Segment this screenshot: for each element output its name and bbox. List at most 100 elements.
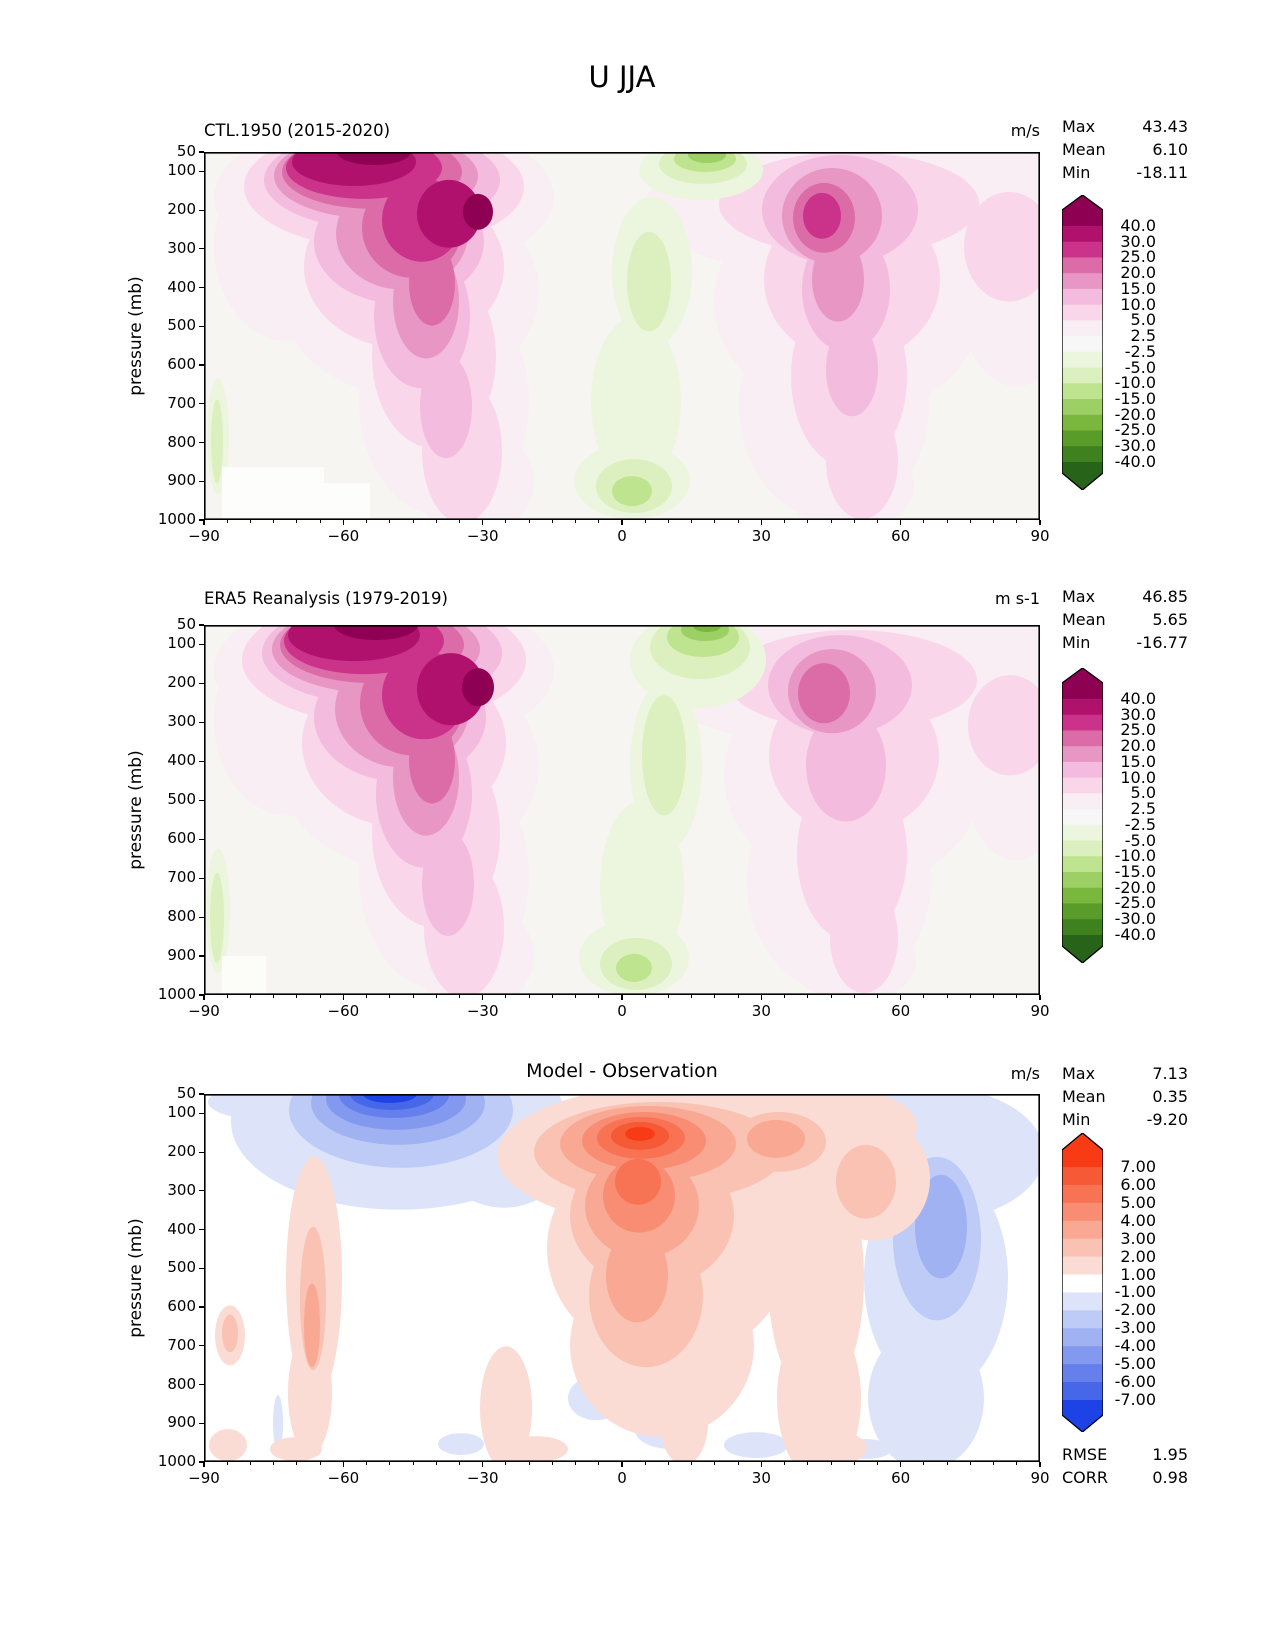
panel3-y-tick-label: 900 — [167, 1413, 196, 1432]
panel1-y-tick-label: 1000 — [157, 510, 196, 528]
panel2-x-minor-tick — [714, 995, 716, 998]
panel2-title: ERA5 Reanalysis (1979-2019) — [204, 589, 448, 608]
panel1-stat-max: Max 43.43 — [1062, 116, 1188, 138]
panel2-x-tick-label: 0 — [617, 1002, 627, 1020]
panel2-stat-min: Min -16.77 — [1062, 632, 1188, 654]
stat-value: 5.65 — [1152, 610, 1188, 629]
panel1-x-minor-tick — [853, 520, 855, 523]
panel2-y-tick-label: 500 — [167, 790, 196, 809]
panel3-x-minor-tick — [551, 1462, 553, 1465]
panel3-x-minor-tick — [296, 1462, 298, 1465]
panel1-x-minor-tick — [389, 520, 391, 523]
panel3-y-tick-100 — [199, 1112, 204, 1114]
stat-label: Mean — [1062, 140, 1106, 159]
panel2-stat-max: Max 46.85 — [1062, 586, 1188, 608]
panel1-x-tick-label: −30 — [466, 527, 499, 545]
panel1-y-tick-50 — [199, 151, 204, 153]
panel2-x-tick-60 — [900, 995, 902, 1000]
panel2-x-minor-tick — [784, 995, 786, 998]
panel2-x-minor-tick — [598, 995, 600, 998]
panel1-x-minor-tick — [412, 520, 414, 523]
panel1-y-tick-1000 — [199, 519, 204, 521]
colorbar-wind-panel2-tick-label: -5.0 — [1124, 830, 1156, 850]
panel3-x-minor-tick — [505, 1462, 507, 1465]
panel1-x-minor-tick — [366, 520, 368, 523]
panel2-x-minor-tick — [296, 995, 298, 998]
panel2-contour-plot — [204, 625, 1040, 995]
panel3-y-tick-label: 600 — [167, 1297, 196, 1316]
panel1-x-minor-tick — [551, 520, 553, 523]
colorbar-diff-panel3 — [1062, 1133, 1103, 1432]
panel1-x-minor-tick — [737, 520, 739, 523]
panel3-x-tick--30 — [482, 1462, 484, 1467]
panel2-x-minor-tick — [830, 995, 832, 998]
panel2-y-axis-label: pressure (mb) — [126, 750, 146, 870]
panel1-units: m/s — [1010, 121, 1040, 140]
panel3-stat-mean: Mean 0.35 — [1062, 1086, 1188, 1108]
panel3-stat-rmse: RMSE 1.95 — [1062, 1444, 1188, 1466]
panel3-y-tick-900 — [199, 1422, 204, 1424]
panel1-x-minor-tick — [273, 520, 275, 523]
panel2-x-minor-tick — [1016, 995, 1018, 998]
panel3-y-axis-label: pressure (mb) — [126, 1218, 146, 1338]
panel3-x-minor-tick — [226, 1462, 228, 1465]
colorbar-diff-panel3-tick-label: 4.00 — [1120, 1210, 1156, 1230]
panel3-x-minor-tick — [366, 1462, 368, 1465]
panel3-x-tick-label: 90 — [1030, 1469, 1050, 1487]
panel2-y-tick-500 — [199, 799, 204, 801]
panel3-x-minor-tick — [946, 1462, 948, 1465]
stat-label: CORR — [1062, 1468, 1108, 1487]
panel2-x-minor-tick — [412, 995, 414, 998]
panel1-y-tick-400 — [199, 286, 204, 289]
panel3-y-tick-label: 500 — [167, 1258, 196, 1277]
panel2-y-tick-label: 800 — [167, 907, 196, 926]
panel3-x-tick--90 — [203, 1462, 205, 1467]
panel2-x-minor-tick — [458, 995, 460, 998]
panel2-x-minor-tick — [644, 995, 646, 998]
panel1-x-minor-tick — [505, 520, 507, 523]
panel3-y-tick-300 — [199, 1190, 204, 1192]
panel1-x-minor-tick — [830, 520, 832, 523]
panel2-x-tick-30 — [760, 995, 762, 1000]
panel3-stat-corr: CORR 0.98 — [1062, 1467, 1188, 1489]
panel2-x-minor-tick — [389, 995, 391, 998]
colorbar-wind-panel1-tick-label: -40.0 — [1114, 451, 1156, 471]
panel3-x-minor-tick — [923, 1462, 925, 1465]
panel3-stat-max: Max 7.13 — [1062, 1063, 1188, 1085]
panel2-x-tick-0 — [621, 995, 623, 1000]
panel2-y-tick-label: 100 — [167, 634, 196, 653]
colorbar-wind-panel1-tick-label: 5.0 — [1130, 310, 1156, 330]
panel1-x-tick-label: 90 — [1030, 527, 1050, 545]
stat-label: Min — [1062, 1110, 1091, 1129]
panel2-y-tick-800 — [199, 916, 204, 918]
panel3-x-minor-tick — [528, 1462, 530, 1465]
panel1-y-tick-500 — [199, 325, 204, 327]
panel1-x-tick-60 — [900, 520, 902, 525]
panel3-x-tick-0 — [621, 1462, 623, 1467]
colorbar-wind-panel1-tick-label: -2.5 — [1124, 341, 1156, 361]
panel2-x-minor-tick — [273, 995, 275, 998]
panel1-stat-mean: Mean 6.10 — [1062, 139, 1188, 161]
colorbar-diff-panel3-tick-label: 5.00 — [1120, 1192, 1156, 1212]
panel2-y-tick-1000 — [199, 994, 204, 996]
panel2-x-minor-tick — [993, 995, 995, 998]
panel1-y-tick-label: 600 — [167, 355, 196, 374]
panel1-x-tick--60 — [342, 520, 344, 525]
panel1-x-tick-label: −60 — [327, 527, 360, 545]
panel3-x-minor-tick — [319, 1462, 321, 1465]
colorbar-wind-panel2-tick-label: 40.0 — [1120, 689, 1156, 708]
panel2-y-tick-label: 200 — [167, 673, 196, 692]
panel3-x-minor-tick — [412, 1462, 414, 1465]
panel3-x-minor-tick — [667, 1462, 669, 1465]
panel2-y-tick-label: 300 — [167, 712, 196, 731]
panel2-y-tick-900 — [199, 955, 204, 957]
colorbar-wind-panel1-tick-label: 20.0 — [1120, 263, 1156, 283]
panel3-x-tick-label: −90 — [188, 1469, 220, 1487]
colorbar-diff-panel3-tick-label: -7.00 — [1114, 1389, 1156, 1409]
panel3-x-minor-tick — [273, 1462, 275, 1465]
colorbar-wind-panel2-tick-label: 25.0 — [1120, 720, 1156, 740]
panel3-y-tick-50 — [199, 1093, 204, 1095]
panel2-x-minor-tick — [366, 995, 368, 998]
panel2-stat-mean: Mean 5.65 — [1062, 609, 1188, 631]
panel2-y-tick-600 — [199, 838, 204, 840]
